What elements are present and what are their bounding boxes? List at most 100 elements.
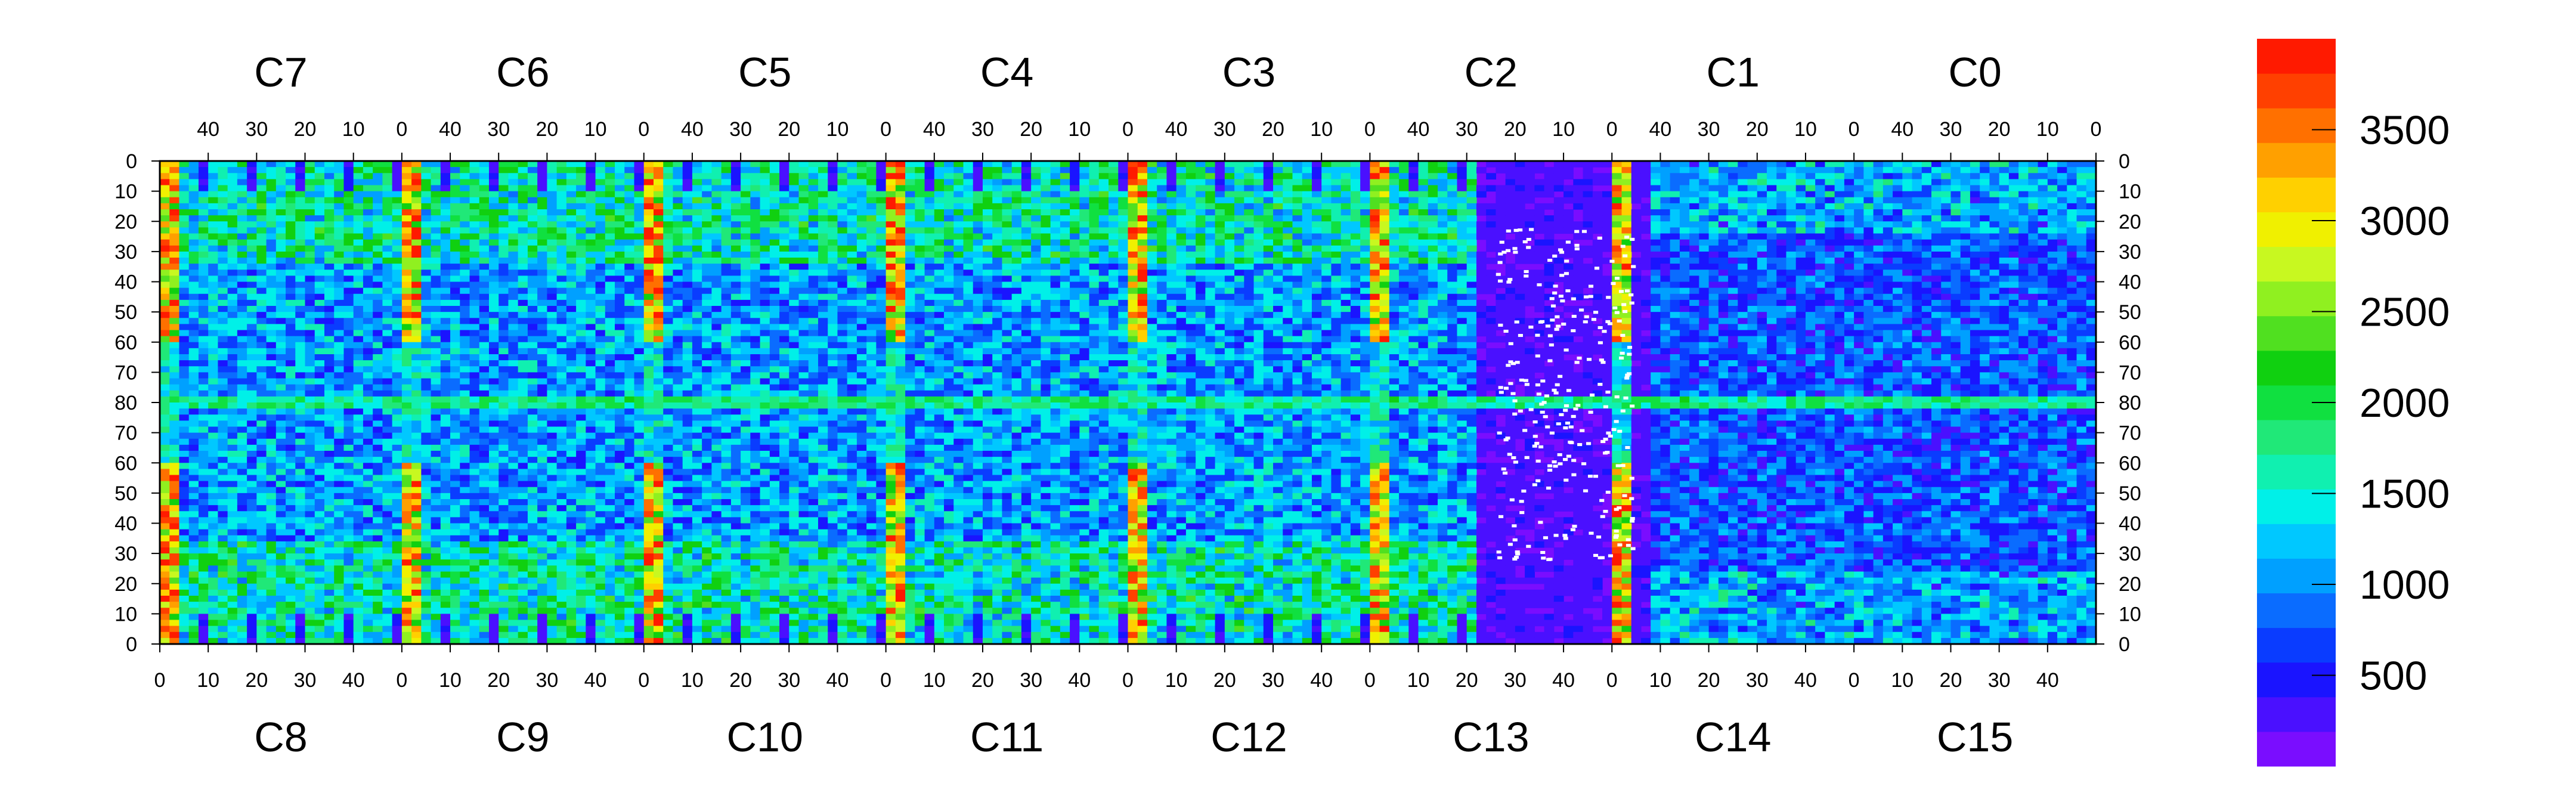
bottom-axis-tick-label: 40 [1068, 669, 1091, 692]
bottom-axis-tick-label: 0 [880, 669, 891, 692]
bottom-axis-tick-label: 0 [1122, 669, 1134, 692]
bottom-axis-tick-label: 30 [1262, 669, 1284, 692]
right-axis-tick-label: 30 [2119, 543, 2141, 565]
bottom-axis-tick-label: 40 [1794, 669, 1817, 692]
top-axis-tick-label: 30 [1213, 118, 1236, 141]
bottom-axis-tick-label: 20 [487, 669, 510, 692]
left-axis-tick-label: 40 [114, 271, 137, 294]
bottom-axis-tick-label: 10 [923, 669, 946, 692]
top-axis-tick-label: 40 [923, 118, 946, 141]
colorbar-segment [2257, 177, 2336, 212]
colorbar-tick-label: 1000 [2360, 562, 2450, 608]
bottom-chip-label: C14 [1695, 714, 1771, 760]
left-axis-tick-label: 40 [114, 513, 137, 535]
left-axis-tick-label: 0 [126, 633, 137, 656]
colorbar-segment [2257, 524, 2336, 559]
bottom-axis-tick-label: 0 [1849, 669, 1860, 692]
bottom-axis-tick-label: 0 [154, 669, 166, 692]
colorbar-segment [2257, 696, 2336, 732]
top-axis-tick-label: 0 [1606, 118, 1618, 141]
right-axis-tick-label: 20 [2119, 210, 2141, 233]
top-axis-tick-label: 40 [1649, 118, 1672, 141]
top-axis-tick-label: 30 [1456, 118, 1478, 141]
right-axis-tick-label: 10 [2119, 181, 2141, 203]
top-axis-tick-label: 20 [535, 118, 558, 141]
top-axis-tick-label: 0 [1364, 118, 1376, 141]
bottom-chip-label: C13 [1453, 714, 1529, 760]
top-axis-tick-label: 20 [294, 118, 317, 141]
colorbar-segment [2257, 315, 2336, 351]
colorbar-segment [2257, 420, 2336, 455]
right-axis-tick-label: 70 [2119, 361, 2141, 384]
left-axis-tick-label: 20 [114, 573, 137, 596]
colorbar-segment [2257, 662, 2336, 698]
top-axis-tick-label: 10 [2036, 118, 2059, 141]
colorbar-tick-label: 3500 [2360, 108, 2450, 153]
top-axis-tick-label: 0 [1122, 118, 1134, 141]
bottom-axis-tick-label: 30 [1746, 669, 1769, 692]
right-axis-tick-label: 60 [2119, 452, 2141, 475]
colorbar-tick-label: 1500 [2360, 472, 2450, 517]
top-axis-tick-label: 10 [1794, 118, 1817, 141]
bottom-axis-tick-label: 30 [535, 669, 558, 692]
colorbar-tick-label: 500 [2360, 654, 2427, 699]
bottom-axis-tick-label: 0 [638, 669, 649, 692]
right-axis-tick-label: 20 [2119, 573, 2141, 596]
bottom-axis-tick-label: 0 [1606, 669, 1618, 692]
top-chip-label: C7 [254, 49, 307, 95]
bottom-chip-label: C12 [1210, 714, 1287, 760]
top-axis-tick-label: 10 [584, 118, 607, 141]
top-axis-tick-label: 10 [1068, 118, 1091, 141]
bottom-axis-tick-label: 40 [1552, 669, 1575, 692]
left-axis-tick-label: 60 [114, 332, 137, 354]
right-axis-tick-label: 0 [2119, 150, 2130, 173]
bottom-axis-tick-label: 10 [1649, 669, 1672, 692]
bottom-axis-tick-label: 0 [396, 669, 407, 692]
bottom-axis-tick-label: 10 [197, 669, 219, 692]
bottom-chip-label: C8 [254, 714, 307, 760]
top-axis-tick-label: 30 [1940, 118, 1962, 141]
left-axis-tick-label: 10 [114, 181, 137, 203]
top-axis-tick-label: 40 [1407, 118, 1430, 141]
colorbar-segment [2257, 39, 2336, 74]
right-axis-tick-label: 40 [2119, 513, 2141, 535]
colorbar-segment [2257, 108, 2336, 143]
right-axis-tick-label: 80 [2119, 392, 2141, 414]
bottom-axis-tick-label: 30 [1988, 669, 2011, 692]
colorbar-segment [2257, 454, 2336, 490]
top-axis-tick-label: 30 [1698, 118, 1720, 141]
bottom-chip-label: C9 [496, 714, 549, 760]
colorbar-segment [2257, 627, 2336, 663]
top-chip-label: C6 [496, 49, 549, 95]
top-chip-label: C2 [1465, 49, 1518, 95]
top-axis-tick-label: 10 [342, 118, 365, 141]
bottom-axis-tick-label: 30 [778, 669, 800, 692]
colorbar: 500 1000 1500 2000 2500 3000 3500 [2257, 39, 2450, 767]
bottom-axis-tick-label: 40 [342, 669, 365, 692]
colorbar-segment [2257, 246, 2336, 282]
top-axis-tick-label: 40 [439, 118, 462, 141]
left-axis-tick-label: 0 [126, 150, 137, 173]
top-chip-label: C3 [1222, 49, 1275, 95]
left-axis-tick-label: 50 [114, 301, 137, 324]
bottom-axis-tick-label: 20 [245, 669, 268, 692]
left-axis-tick-label: 30 [114, 543, 137, 565]
colorbar-segment [2257, 558, 2336, 594]
colorbar-segment [2257, 212, 2336, 247]
colorbar-tick-label: 3000 [2360, 199, 2450, 244]
top-axis-tick-label: 20 [1504, 118, 1527, 141]
left-axis-tick-label: 70 [114, 361, 137, 384]
left-axis-tick-label: 70 [114, 422, 137, 445]
right-axis-tick-label: 70 [2119, 422, 2141, 445]
right-axis-tick-label: 30 [2119, 241, 2141, 264]
top-axis-tick-label: 20 [1988, 118, 2011, 141]
top-axis-tick-label: 0 [638, 118, 649, 141]
bottom-axis-tick-label: 40 [1310, 669, 1333, 692]
bottom-chip-label: C11 [970, 714, 1044, 760]
top-axis-tick-label: 0 [396, 118, 407, 141]
top-axis-tick-label: 20 [1020, 118, 1042, 141]
right-axis-tick-label: 0 [2119, 633, 2130, 656]
right-axis-tick-label: 50 [2119, 301, 2141, 324]
